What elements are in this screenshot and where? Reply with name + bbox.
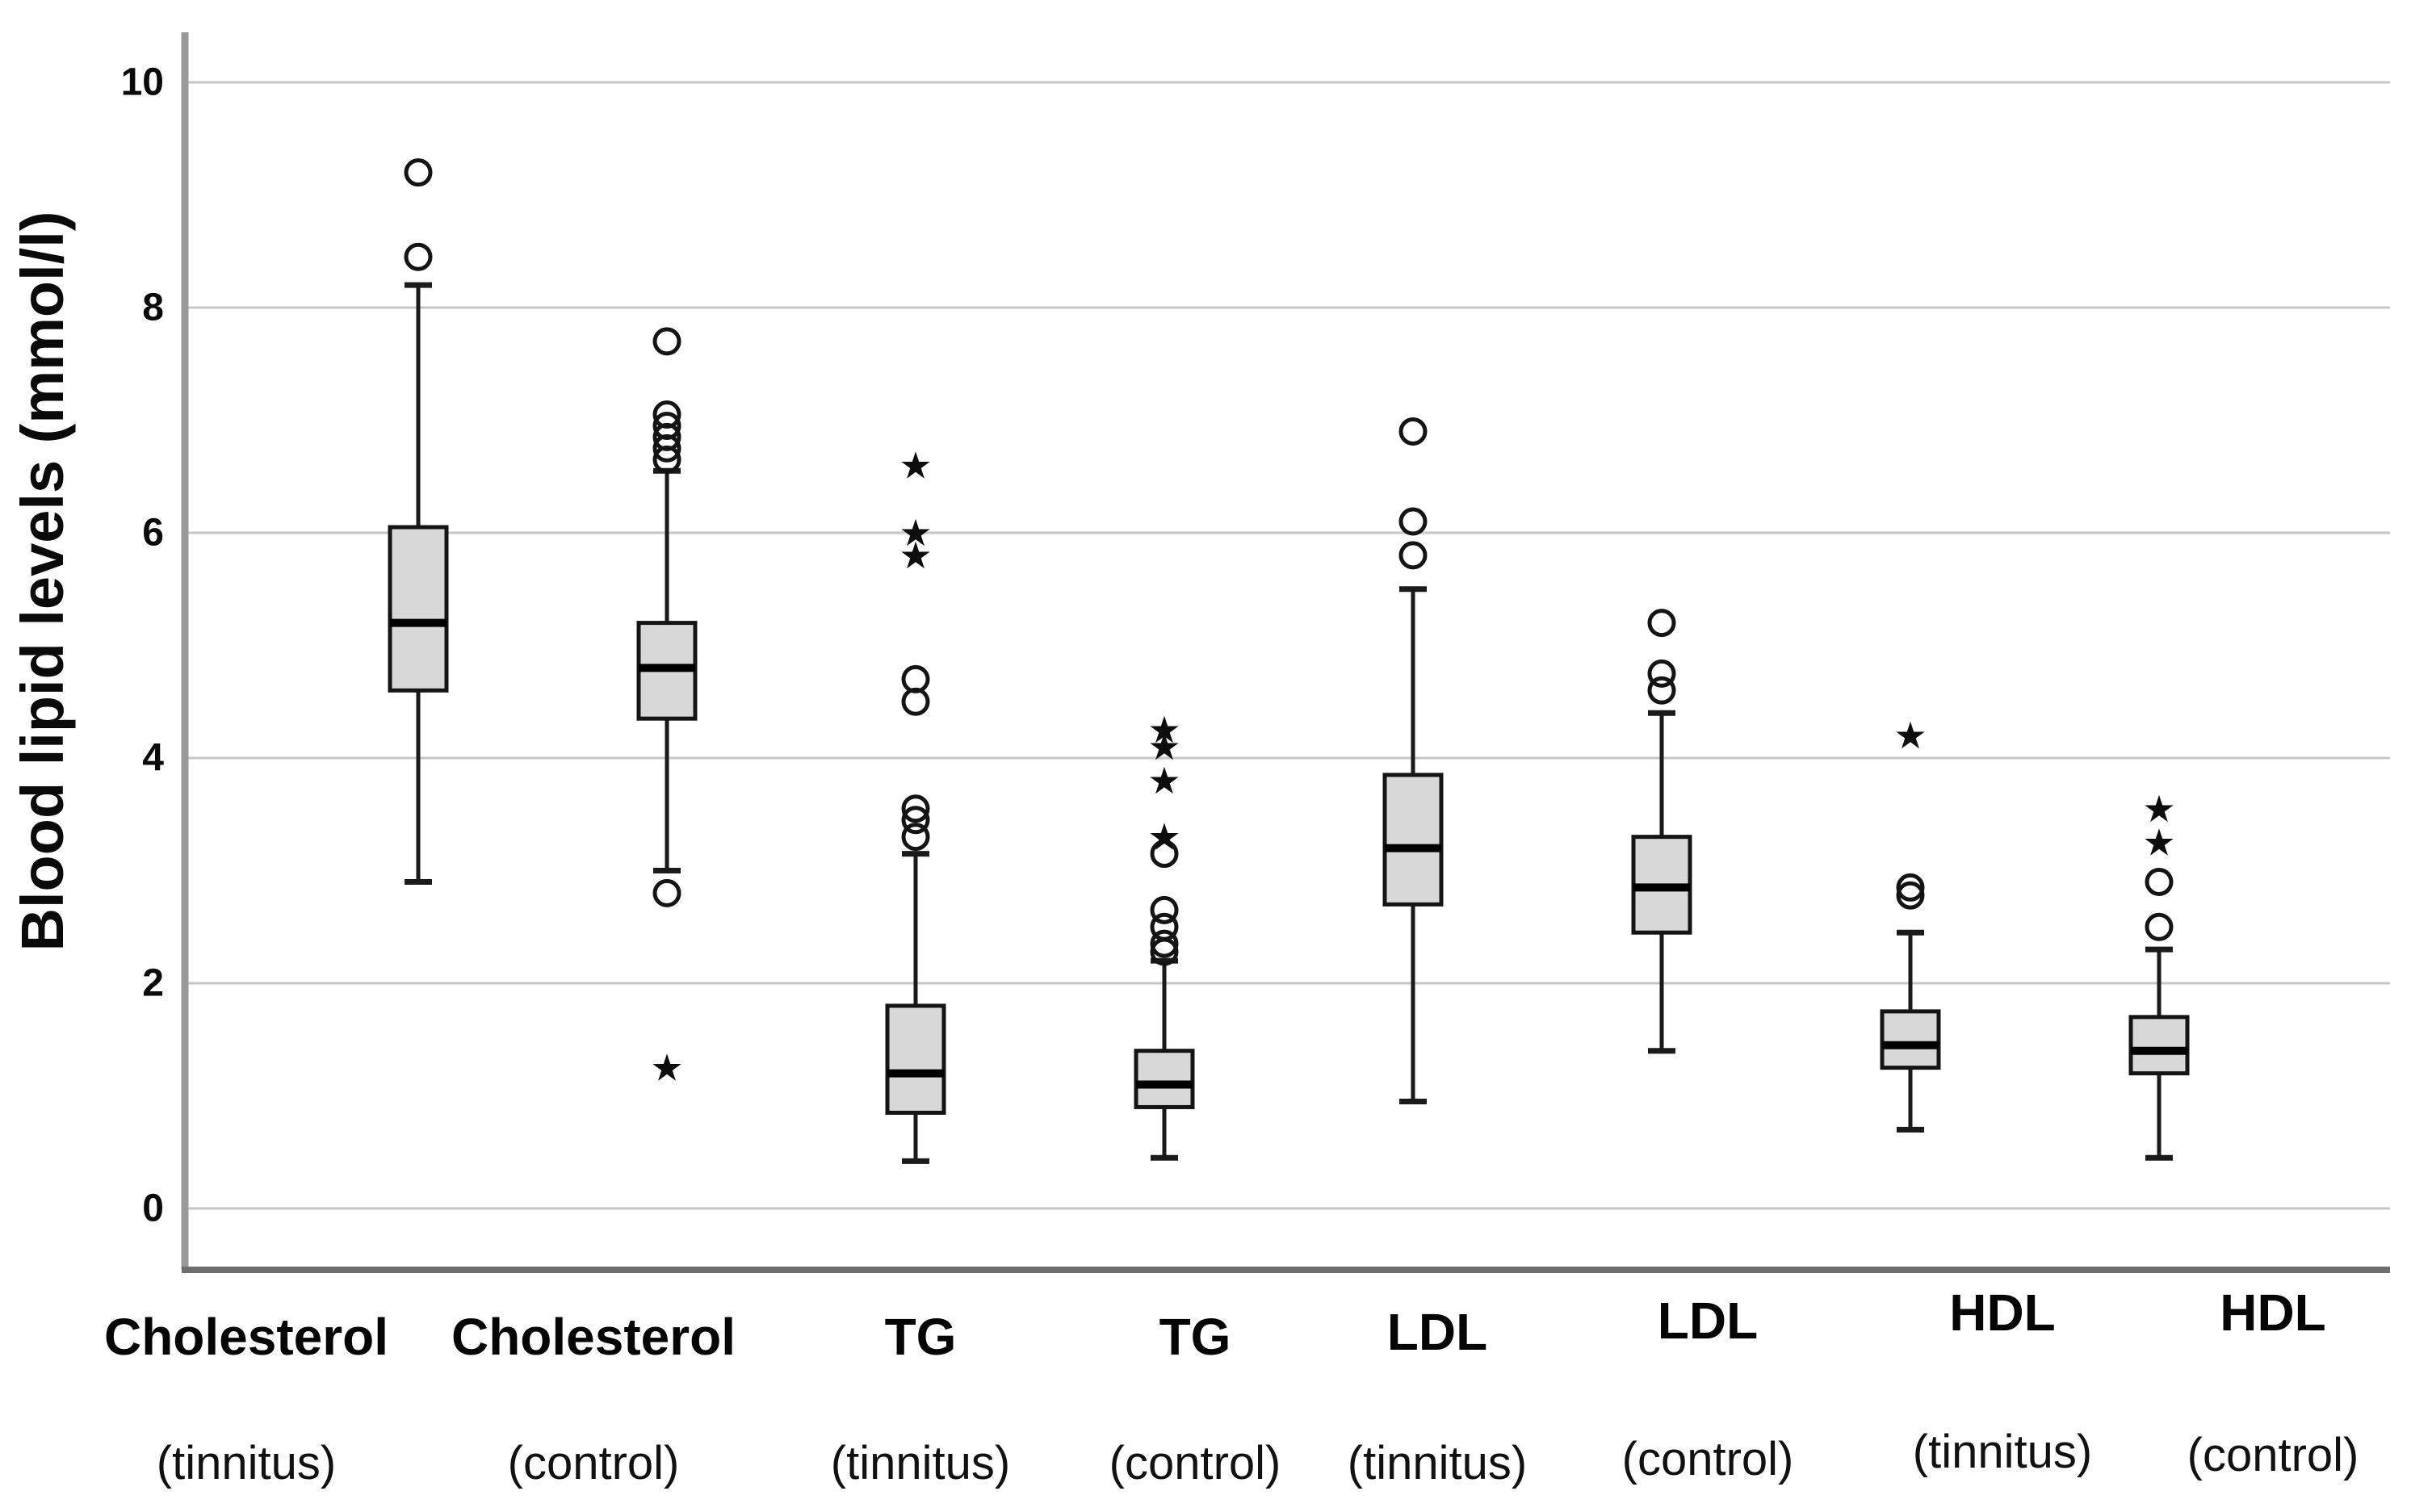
iqr-box: [2128, 1015, 2190, 1076]
boxplot-tg-control: ★★★★: [1134, 708, 1195, 1161]
outlier-circle: [901, 687, 930, 716]
outlier-circle: [1647, 609, 1676, 638]
category-label-ldl-control: LDL: [1658, 1292, 1758, 1350]
outlier-circle: [1150, 840, 1179, 869]
outlier-circle: [2145, 912, 2174, 941]
category-condition-ldl-control: (control): [1622, 1433, 1794, 1485]
outlier-circle: [1647, 676, 1676, 705]
outlier-star: ★: [2142, 821, 2175, 865]
iqr-box: [1134, 1049, 1195, 1109]
iqr-box: [388, 525, 449, 693]
outlier-circle: [652, 327, 681, 356]
boxplot-tg-tinnitus: ★★★: [885, 443, 946, 1164]
category-label-hdl-control: HDL: [2220, 1284, 2326, 1342]
outlier-star: ★: [1893, 714, 1927, 757]
outlier-star: ★: [1147, 759, 1180, 802]
category-condition-tg-control: (control): [1109, 1437, 1281, 1489]
gridlines-layer: [185, 81, 2390, 1210]
outlier-circle: [1647, 659, 1676, 688]
outlier-circle: [1150, 929, 1179, 958]
outlier-star: ★: [899, 534, 932, 577]
outlier-circle: [652, 878, 681, 907]
labels-layer: 0 2 4 6 8 10 Cholesterol (tinnitus) Cholesterol (…: [104, 61, 2359, 1490]
outlier-circle: [901, 823, 930, 852]
iqr-box: [1880, 1009, 1941, 1070]
outlier-circle: [1398, 417, 1428, 446]
y-tick-label-2: 2: [142, 962, 164, 1005]
y-tick-label-4: 4: [142, 737, 164, 780]
boxplot-cholesterol-control: ★: [636, 327, 698, 1090]
outlier-star: ★: [1147, 725, 1180, 769]
outlier-circle: [1896, 881, 1925, 910]
outlier-circle: [404, 158, 433, 187]
outlier-circle: [901, 806, 930, 835]
boxplot-hdl-tinnitus: ★: [1880, 714, 1941, 1133]
outlier-circle: [901, 794, 930, 823]
outlier-circle: [1398, 541, 1428, 570]
outlier-circle: [1150, 895, 1179, 924]
category-condition-hdl-control: (control): [2187, 1429, 2359, 1481]
category-condition-cholesterol-tinnitus: (tinnitus): [157, 1437, 336, 1489]
category-label-tg-control: TG: [1159, 1308, 1231, 1366]
y-axis-title: Blood lipid levels (mmol/l): [9, 212, 76, 952]
y-tick-label-0: 0: [142, 1187, 164, 1230]
axes-layer: [181, 32, 2390, 1273]
outlier-star: ★: [1147, 708, 1180, 752]
outlier-star: ★: [2142, 787, 2175, 831]
y-tick-label-6: 6: [142, 512, 164, 555]
boxplot-hdl-control: ★★: [2128, 787, 2190, 1161]
category-label-ldl-tinnitus: LDL: [1387, 1303, 1487, 1361]
outlier-star: ★: [1147, 815, 1180, 859]
outlier-star: ★: [899, 511, 932, 555]
boxplot-cholesterol-tinnitus: [388, 158, 449, 885]
y-tick-label-8: 8: [142, 287, 164, 329]
outlier-circle: [1398, 507, 1428, 536]
category-label-cholesterol-tinnitus: Cholesterol: [104, 1308, 388, 1366]
category-condition-cholesterol-control: (control): [508, 1437, 680, 1489]
outlier-circle: [1150, 937, 1179, 966]
category-label-hdl-tinnitus: HDL: [1949, 1284, 2056, 1342]
outlier-star: ★: [650, 1046, 683, 1090]
iqr-box: [1382, 773, 1444, 907]
category-condition-tg-tinnitus: (tinnitus): [831, 1437, 1010, 1489]
outlier-circle: [2145, 867, 2174, 896]
boxes-layer: ★★★★★★★★★★★: [388, 158, 2190, 1164]
category-condition-ldl-tinnitus: (tinnitus): [1348, 1437, 1527, 1489]
boxplot-ldl-tinnitus: [1382, 417, 1444, 1104]
boxplot-ldl-control: [1631, 609, 1692, 1054]
outlier-circle: [652, 445, 681, 474]
category-label-tg-tinnitus: TG: [885, 1308, 957, 1366]
y-tick-label-10: 10: [121, 61, 164, 104]
outlier-circle: [404, 242, 433, 271]
outlier-circle: [1896, 873, 1925, 902]
outlier-circle: [652, 433, 681, 463]
outlier-star: ★: [899, 443, 932, 487]
category-condition-hdl-tinnitus: (tinnitus): [1913, 1426, 2092, 1478]
iqr-box: [885, 1003, 946, 1115]
category-label-cholesterol-control: Cholesterol: [451, 1308, 736, 1366]
